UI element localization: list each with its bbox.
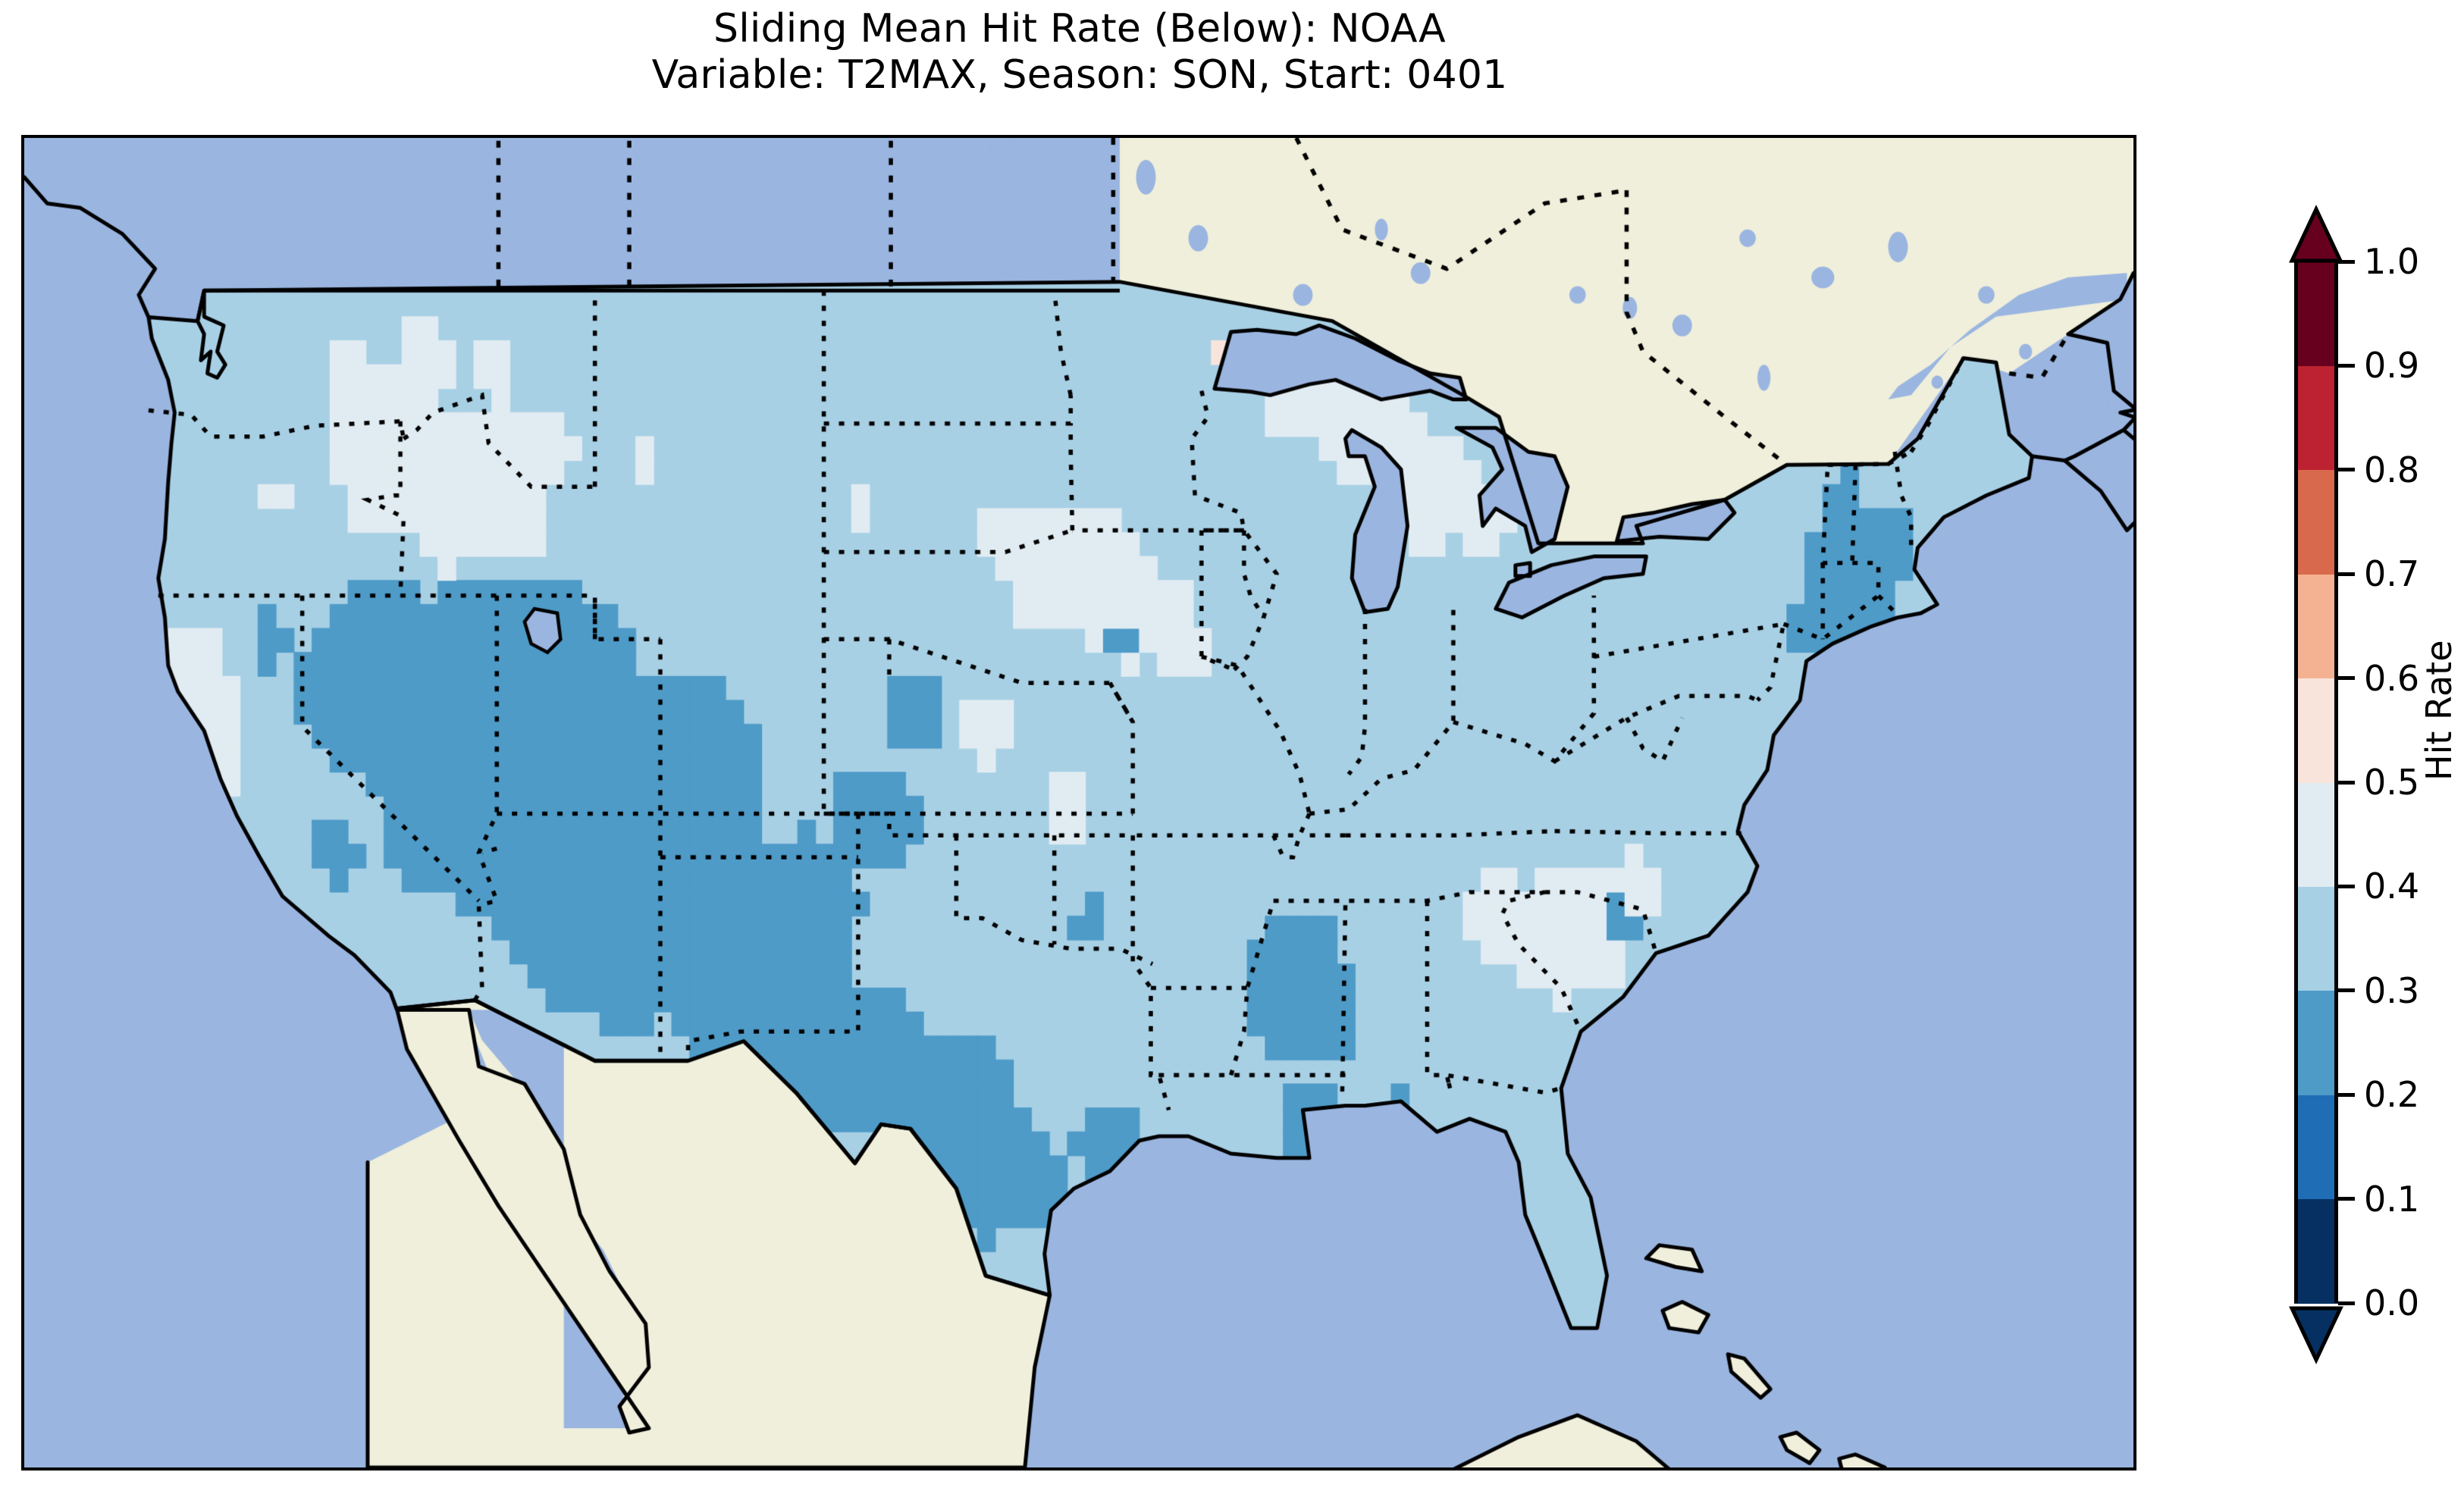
colorbar-band-1 [2294, 1095, 2338, 1200]
colorbar-tick-0.3 [2338, 988, 2355, 993]
colorbar-axis-label: Hit Rate [2419, 640, 2459, 781]
colorbar-tick-label-0.6: 0.6 [2364, 657, 2420, 699]
colorbar-band-2 [2294, 990, 2338, 1095]
colorbar-tick-label-0.4: 0.4 [2364, 866, 2420, 907]
figure-title: Sliding Mean Hit Rate (Below): NOAA Vari… [0, 6, 2159, 99]
colorbar-band-3 [2294, 886, 2338, 991]
colorbar-band-6 [2294, 574, 2338, 679]
colorbar-tick-0.2 [2338, 1092, 2355, 1097]
colorbar-tick-0.5 [2338, 780, 2355, 785]
colorbar-tick-0.4 [2338, 884, 2355, 888]
title-line-1: Sliding Mean Hit Rate (Below): NOAA [713, 6, 1446, 52]
map-axes[interactable] [21, 135, 2136, 1471]
colorbar-tick-0.9 [2338, 363, 2355, 368]
colorbar-tick-label-0.3: 0.3 [2364, 969, 2420, 1011]
colorbar-band-0 [2294, 1198, 2338, 1304]
colorbar-band-4 [2294, 782, 2338, 887]
colorbar-band-7 [2294, 469, 2338, 575]
colorbar-tick-0.0 [2338, 1301, 2355, 1305]
colorbar-tick-1.0 [2338, 259, 2355, 264]
colorbar-band-5 [2294, 678, 2338, 783]
colorbar-extend-max-arrow [2289, 205, 2343, 263]
colorbar-band-8 [2294, 365, 2338, 471]
colorbar-tick-label-0.5: 0.5 [2364, 762, 2420, 803]
colorbar-tick-label-0.7: 0.7 [2364, 553, 2420, 595]
colorbar-tick-0.6 [2338, 676, 2355, 681]
colorbar-tick-label-0.0: 0.0 [2364, 1283, 2420, 1323]
colorbar-tick-label-0.2: 0.2 [2364, 1074, 2420, 1116]
colorbar-tick-label-1.0: 1.0 [2364, 241, 2420, 282]
colorbar-extend-min-arrow [2289, 1303, 2343, 1364]
colorbar-tick-0.8 [2338, 468, 2355, 472]
colorbar-band-9 [2294, 262, 2338, 366]
title-line-2: Variable: T2MAX, Season: SON, Start: 040… [651, 52, 1508, 99]
colorbar-tick-label-0.8: 0.8 [2364, 449, 2420, 490]
colorbar[interactable]: 1.0 0.9 0.8 0.7 0.6 0.5 0.4 0.3 0.2 0.1 0.0 [2289, 205, 2419, 1364]
colorbar-tick-0.7 [2338, 572, 2355, 576]
hit-rate-heatmap[interactable] [24, 138, 2133, 1467]
colorbar-tick-label-0.9: 0.9 [2364, 345, 2420, 387]
colorbar-bands [2294, 262, 2338, 1304]
colorbar-tick-label-0.1: 0.1 [2364, 1178, 2420, 1220]
colorbar-tick-0.1 [2338, 1197, 2355, 1201]
